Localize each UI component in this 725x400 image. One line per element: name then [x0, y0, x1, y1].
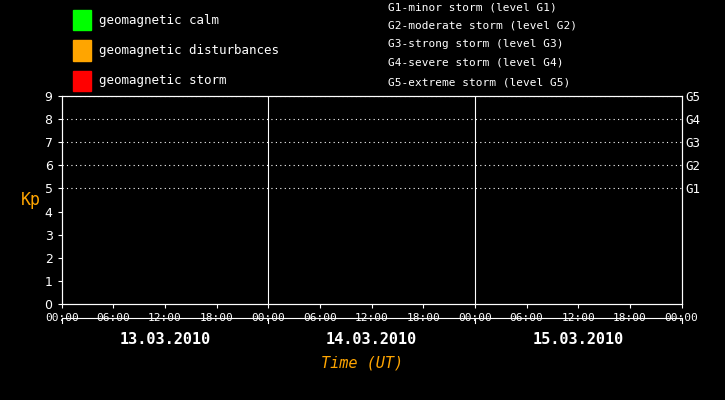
Bar [72, 40, 91, 61]
Text: G5-extreme storm (level G5): G5-extreme storm (level G5) [388, 78, 570, 88]
Text: G2-moderate storm (level G2): G2-moderate storm (level G2) [388, 21, 577, 31]
Text: geomagnetic disturbances: geomagnetic disturbances [99, 44, 279, 57]
Y-axis label: Kp: Kp [21, 191, 41, 209]
Bar [72, 71, 91, 91]
Text: 14.03.2010: 14.03.2010 [326, 332, 417, 347]
Text: geomagnetic storm: geomagnetic storm [99, 74, 227, 88]
Text: G1-minor storm (level G1): G1-minor storm (level G1) [388, 2, 557, 12]
Text: 13.03.2010: 13.03.2010 [120, 332, 210, 347]
Text: 15.03.2010: 15.03.2010 [533, 332, 624, 347]
Text: Time (UT): Time (UT) [321, 356, 404, 371]
Text: geomagnetic calm: geomagnetic calm [99, 14, 220, 27]
Text: G4-severe storm (level G4): G4-severe storm (level G4) [388, 58, 563, 68]
Text: G3-strong storm (level G3): G3-strong storm (level G3) [388, 39, 563, 49]
Bar [72, 10, 91, 30]
